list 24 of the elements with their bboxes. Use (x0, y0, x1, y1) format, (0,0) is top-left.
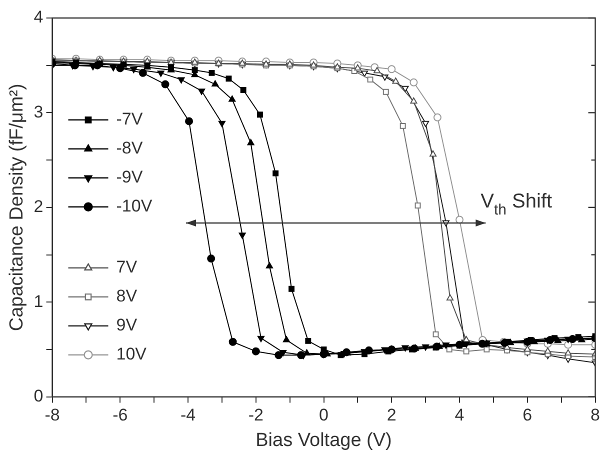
x-tick-label: -4 (180, 406, 196, 425)
y-axis-title: Capacitance Density (fF/μm²) (6, 84, 28, 332)
legend-label: -9V (116, 168, 144, 187)
y-tick-label: 4 (34, 8, 44, 27)
x-tick-label: -6 (112, 406, 128, 425)
legend-label: -10V (116, 196, 153, 216)
x-tick-label: 4 (454, 406, 464, 425)
x-tick-label: 8 (590, 406, 600, 425)
legend-label: 7V (116, 258, 138, 277)
legend-label: 9V (116, 316, 138, 335)
x-tick-label: -8 (44, 406, 60, 425)
x-tick-label: -2 (248, 406, 264, 425)
y-tick-label: 3 (34, 102, 44, 122)
x-tick-label: 6 (522, 406, 532, 425)
legend-label: -7V (116, 110, 144, 129)
x-axis-title: Bias Voltage (V) (256, 430, 392, 451)
x-tick-label: 2 (386, 406, 396, 425)
x-tick-label: 0 (319, 406, 328, 425)
legend-label: 10V (116, 344, 148, 364)
y-tick-label: 2 (34, 197, 44, 216)
y-tick-label: 1 (34, 292, 44, 311)
legend-label: -8V (116, 138, 144, 158)
legend-label: 8V (116, 286, 138, 306)
y-tick-label: 0 (34, 386, 44, 406)
